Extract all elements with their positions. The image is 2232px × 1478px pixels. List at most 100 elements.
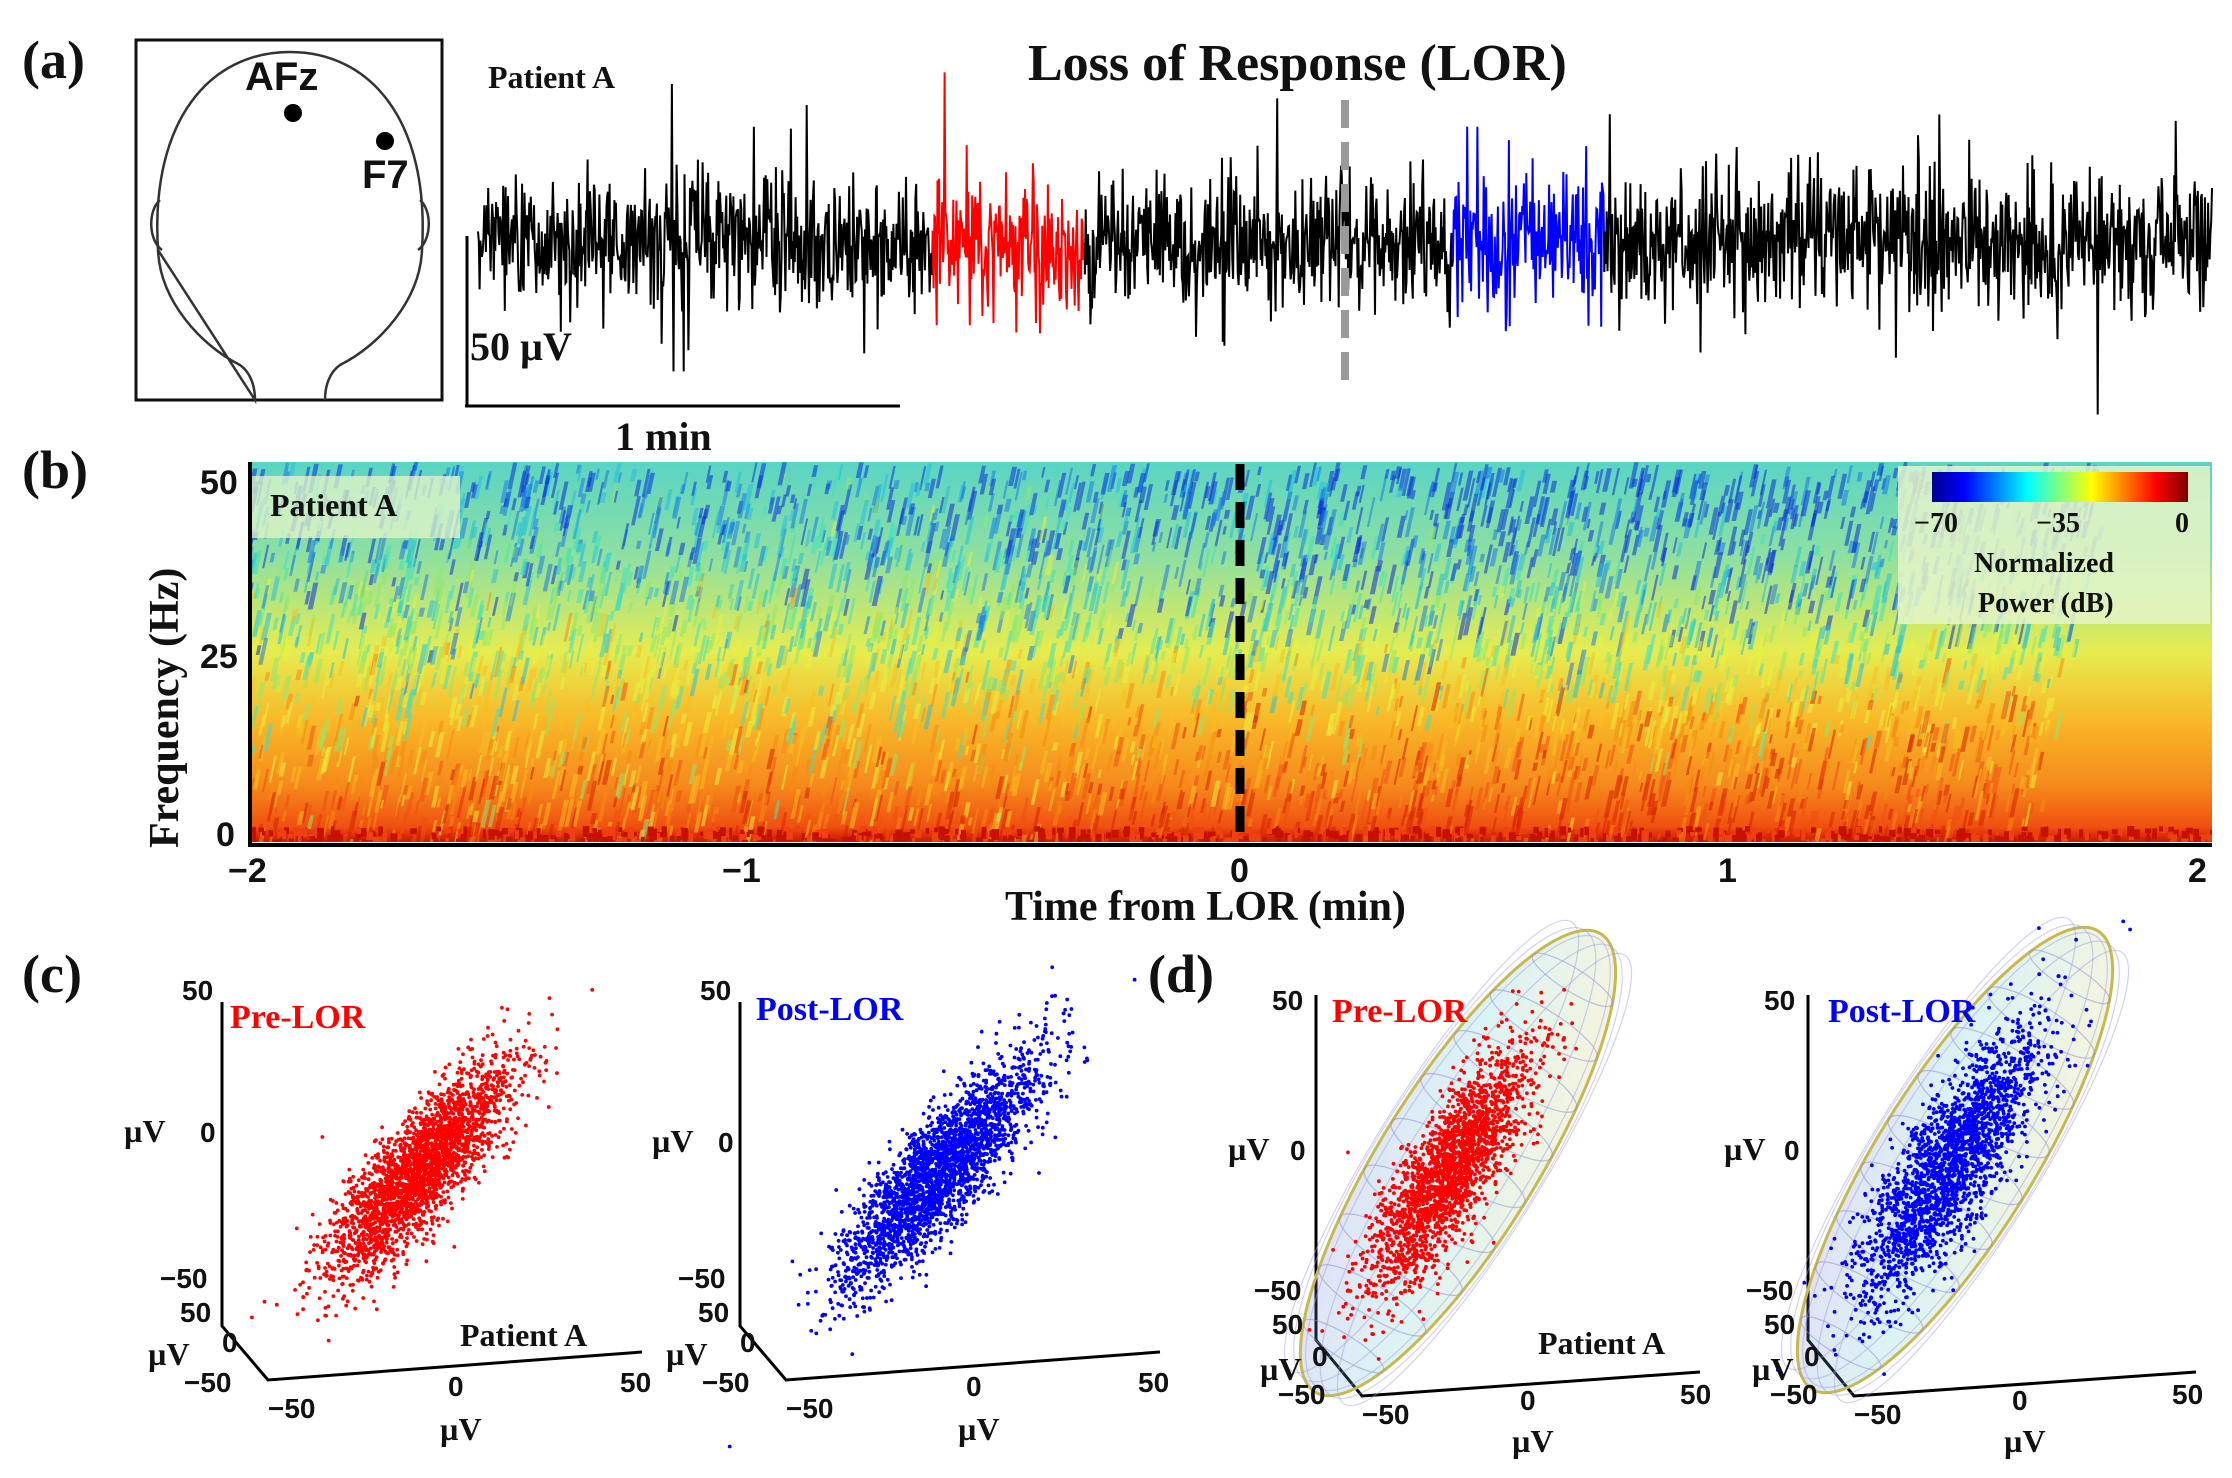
spectrogram-streak	[1988, 792, 1997, 818]
spectrogram-streak	[188, 623, 195, 647]
spectrogram-streak	[500, 480, 509, 503]
spectrogram-streak	[135, 707, 142, 727]
spectrogram-streak	[132, 817, 142, 843]
spectrogram-streak	[1197, 542, 1206, 569]
spectrogram-streak	[121, 621, 128, 641]
spectrogram-streak	[905, 762, 916, 789]
spectrogram-streak	[1778, 699, 1783, 708]
spectrogram-streak	[1169, 687, 1174, 696]
spectrogram-streak	[939, 769, 947, 784]
spectrogram-streak	[699, 772, 710, 799]
spectrogram-streak	[772, 553, 782, 582]
spectrogram-streak	[253, 638, 261, 652]
spectrogram-streak	[643, 581, 652, 599]
spectrogram-streak	[128, 589, 136, 616]
spectrogram-streak	[193, 732, 199, 750]
spectrogram-streak	[232, 587, 238, 599]
spectrogram-streak	[281, 811, 287, 822]
spectrogram-streak	[120, 748, 126, 763]
scale-bar: 50 µV 1 min	[465, 236, 900, 459]
spectrogram-streak	[197, 702, 206, 732]
spectrogram-streak	[197, 605, 206, 632]
spectrogram-streak	[186, 520, 193, 530]
spectrogram-streak	[1790, 565, 1799, 584]
spectrogram-streak	[192, 565, 197, 573]
spectrogram-streak	[234, 674, 242, 694]
spectrogram-streak	[1115, 478, 1122, 493]
spectrogram-streak	[189, 626, 197, 655]
spectrogram-streak	[190, 783, 200, 813]
spectrogram-streak	[237, 610, 245, 636]
spectrogram-streak	[597, 703, 607, 731]
spectrogram-streak	[1113, 750, 1122, 767]
spectrogram-streak	[926, 803, 933, 823]
spectrogram-streak	[112, 801, 118, 814]
spectrogram-streak	[563, 612, 573, 642]
spectrogram-streak	[124, 661, 133, 685]
spectrogram-streak	[1280, 578, 1286, 589]
spectrogram-streak	[207, 578, 213, 590]
spectrogram-streak	[526, 476, 535, 500]
afz-label: AFz	[245, 55, 318, 99]
spectrogram-streak	[181, 491, 186, 501]
spectrogram-streak	[873, 670, 880, 688]
spectrogram-streak	[200, 525, 209, 555]
left-ear	[150, 199, 163, 252]
panel-label-b: (b)	[22, 440, 88, 500]
spectrogram-streak	[1290, 639, 1299, 659]
spectrogram-streak	[270, 576, 281, 601]
spectrogram-streak	[1289, 563, 1297, 577]
spectrogram-streak	[835, 564, 845, 593]
spectrogram-streak	[222, 698, 230, 722]
spectrogram-streak	[1022, 504, 1033, 535]
spectrogram-streak	[241, 717, 248, 725]
spectrogram-streak	[114, 741, 120, 760]
spectrogram-streak	[1553, 739, 1563, 769]
spectrogram-streak	[673, 760, 683, 786]
spectrogram-streak	[176, 470, 186, 497]
spectrogram-streak	[133, 543, 141, 559]
spectrogram-streak	[199, 685, 209, 711]
spectrogram-streak	[1073, 475, 1079, 490]
spectrogram-streak	[608, 707, 614, 720]
spectrogram-streak	[1466, 478, 1476, 508]
spectrogram-streak	[442, 665, 452, 689]
spectrogram-streak	[284, 794, 291, 808]
spectrogram-streak	[538, 466, 546, 484]
spectrogram-streak	[129, 745, 137, 762]
spectrogram-streak	[227, 736, 236, 755]
spectrogram-streak	[447, 535, 455, 560]
spectrogram-streak	[630, 698, 641, 723]
spectrogram-streak	[1462, 607, 1474, 636]
spectrogram-streak	[961, 833, 969, 842]
spectrogram-streak	[99, 775, 106, 784]
spectrogram-streak	[559, 712, 566, 731]
spectrogram-streak	[138, 539, 146, 557]
spectrogram-streak	[1302, 587, 1309, 599]
spectrogram-streak	[133, 592, 138, 604]
spectrogram-streak	[147, 506, 154, 525]
spectrogram-streak	[664, 760, 674, 782]
spectrogram-streak	[932, 769, 943, 796]
spectrogram-streak	[957, 556, 966, 581]
spectrogram-streak	[147, 513, 154, 533]
spectrogram-streak	[230, 739, 239, 768]
spectrogram-streak	[615, 560, 621, 570]
spectrogram-streak	[1396, 515, 1406, 538]
spectrogram-streak	[1945, 826, 1952, 839]
panel-a: (a) AFz F7 Patient A Loss of Response (L…	[22, 30, 2213, 459]
spectrogram-streak	[122, 606, 127, 617]
spectrogram-streak	[781, 765, 789, 790]
spectrogram-streak	[687, 598, 696, 622]
spectrogram-streak	[371, 714, 377, 725]
spectrogram-streak	[1479, 553, 1486, 563]
spectrogram-streak	[126, 706, 136, 735]
spectrogram-streak	[637, 659, 648, 688]
spectrogram-streak	[1871, 531, 1879, 555]
spectrogram-streak	[171, 480, 180, 502]
spectrogram-streak	[105, 677, 110, 692]
spectrogram-streak	[133, 783, 139, 797]
spectrogram-streak	[1316, 838, 1326, 842]
spectrogram-streak	[380, 565, 390, 585]
spectrogram-streak	[226, 526, 234, 549]
